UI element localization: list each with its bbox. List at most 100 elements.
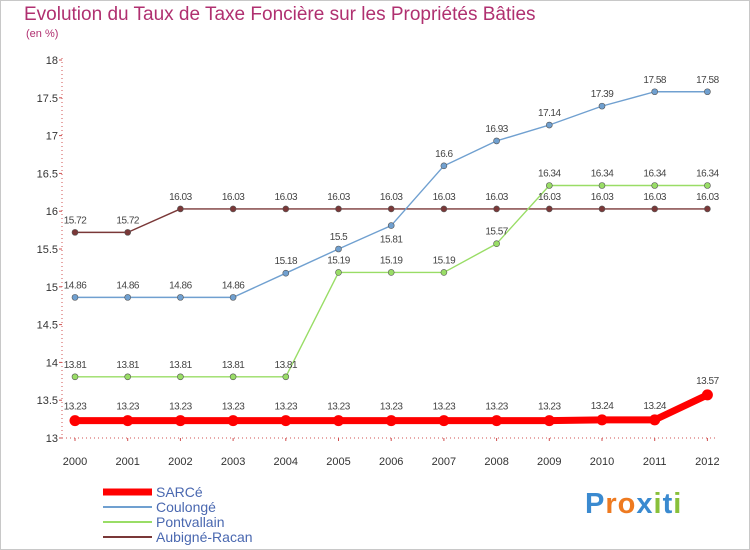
x-tick-label: 2004 (274, 456, 298, 468)
data-point (282, 205, 290, 213)
y-tick-label: 14 (46, 357, 58, 369)
data-point (440, 269, 448, 276)
y-tick-label: 15 (46, 282, 58, 294)
logo-letter: i (653, 488, 663, 520)
data-point (229, 294, 237, 301)
data-label: 13.23 (433, 402, 456, 413)
data-label: 15.19 (380, 255, 403, 266)
x-tick-label: 2000 (63, 456, 87, 468)
data-label: 15.18 (275, 256, 298, 267)
y-tick-label: 15.5 (37, 244, 58, 256)
data-point (124, 229, 131, 236)
data-label: 17.58 (696, 75, 719, 86)
data-label: 16.6 (435, 149, 453, 160)
x-tick-label: 2010 (590, 456, 614, 468)
data-point (335, 205, 342, 213)
data-label: 15.57 (485, 227, 508, 238)
data-point (124, 294, 131, 301)
data-point (704, 205, 711, 213)
data-label: 17.58 (643, 75, 666, 86)
legend-entry: Aubigné-Racan (156, 529, 253, 545)
data-point (385, 415, 397, 427)
data-label: 17.39 (591, 89, 614, 100)
data-point (335, 245, 342, 253)
legend-entry: Coulongé (156, 499, 216, 515)
data-point (124, 373, 131, 381)
legend-entry: SARCé (156, 484, 203, 500)
data-label: 13.57 (696, 376, 719, 387)
data-label: 13.23 (116, 402, 139, 413)
data-point (71, 229, 79, 236)
data-point (704, 88, 711, 96)
data-label: 13.23 (538, 402, 561, 413)
data-point (438, 415, 450, 427)
data-label: 13.23 (380, 402, 403, 413)
data-point (174, 415, 186, 427)
logo-letter: r (605, 488, 618, 520)
data-point (440, 162, 448, 170)
data-point (282, 373, 290, 381)
logo-letter: P (585, 488, 606, 520)
proxiti-logo: Proxiti (585, 488, 682, 521)
data-point (598, 102, 606, 110)
data-point (227, 415, 239, 427)
data-label: 14.86 (64, 280, 87, 291)
data-point (649, 414, 661, 426)
data-point (177, 373, 184, 381)
data-point (280, 415, 292, 427)
data-label: 16.34 (643, 168, 666, 179)
data-label: 16.03 (327, 192, 350, 203)
data-label: 16.93 (485, 124, 508, 135)
data-label: 13.81 (64, 360, 87, 371)
x-tick-label: 2009 (537, 456, 561, 468)
data-point (333, 415, 344, 427)
logo-letter: t (662, 488, 674, 520)
data-point (71, 294, 79, 301)
data-label: 13.81 (275, 360, 298, 371)
data-point (387, 222, 395, 229)
logo-letter: i (673, 488, 683, 520)
data-label: 16.03 (275, 192, 298, 203)
data-label: 13.24 (591, 401, 614, 412)
data-point (282, 269, 290, 277)
data-point (543, 415, 555, 427)
y-tick-label: 14.5 (37, 320, 58, 332)
y-tick-label: 13 (46, 433, 58, 445)
data-point (69, 415, 81, 427)
data-point (596, 414, 608, 426)
data-point (491, 415, 503, 427)
data-point (387, 269, 395, 276)
data-point (545, 205, 553, 213)
data-point (598, 205, 606, 213)
data-point (387, 205, 395, 213)
data-point (493, 240, 500, 248)
x-tick-label: 2008 (484, 456, 508, 468)
data-point (651, 88, 659, 96)
data-label: 17.14 (538, 108, 561, 119)
data-label: 15.72 (64, 215, 87, 226)
data-point (701, 389, 713, 401)
data-point (440, 205, 448, 213)
data-point (71, 373, 79, 381)
data-label: 13.23 (327, 402, 350, 413)
data-label: 16.03 (433, 192, 456, 203)
y-tick-label: 17.5 (37, 93, 58, 105)
x-tick-label: 2003 (221, 456, 245, 468)
data-label: 16.34 (696, 168, 719, 179)
data-point (545, 182, 553, 189)
data-label: 13.81 (116, 360, 139, 371)
data-label: 16.03 (222, 192, 245, 203)
x-tick-label: 2005 (326, 456, 350, 468)
data-label: 13.23 (64, 402, 87, 413)
x-tick-label: 2012 (695, 456, 719, 468)
chart-title: Evolution du Taux de Taxe Foncière sur l… (24, 4, 536, 25)
data-point (651, 205, 659, 213)
y-tick-label: 18 (46, 55, 58, 67)
x-tick-label: 2006 (379, 456, 403, 468)
data-label: 13.81 (222, 360, 245, 371)
data-label: 13.23 (485, 402, 508, 413)
data-point (545, 121, 553, 129)
data-point (493, 137, 500, 145)
data-label: 16.03 (643, 192, 666, 203)
